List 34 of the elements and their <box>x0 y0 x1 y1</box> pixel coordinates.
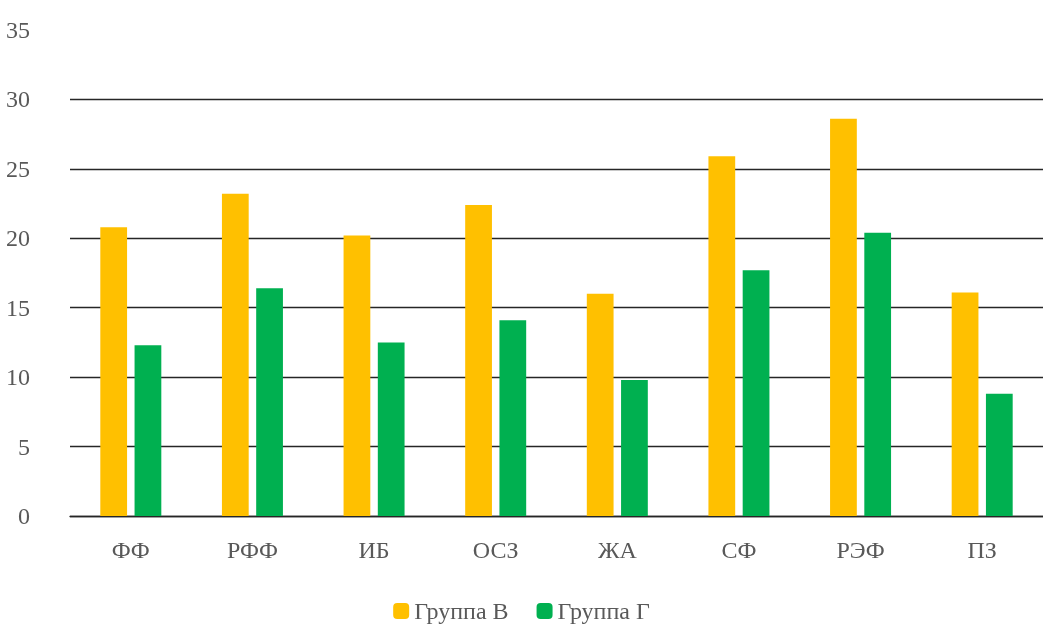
bar <box>742 270 770 516</box>
x-tick-label: РЭФ <box>836 537 885 563</box>
x-tick-label: ПЗ <box>967 537 997 563</box>
bar <box>465 204 492 516</box>
bar <box>343 235 371 516</box>
y-tick-label: 30 <box>6 86 30 113</box>
y-tick-label: 10 <box>6 364 30 391</box>
bar <box>830 118 857 516</box>
legend-label: Группа В <box>414 598 509 624</box>
y-tick-label: 15 <box>6 294 30 321</box>
bar <box>708 156 736 516</box>
x-tick-label: ОСЗ <box>472 537 519 563</box>
x-tick-label: ЖА <box>597 537 638 563</box>
bar <box>951 292 979 516</box>
bar <box>100 227 128 516</box>
y-tick-label: 35 <box>6 17 30 43</box>
bar <box>499 320 527 516</box>
legend-label: Группа Г <box>557 598 650 624</box>
bar <box>134 345 162 516</box>
bar <box>864 232 892 516</box>
y-tick-label: 20 <box>6 225 30 252</box>
y-tick-label: 0 <box>18 503 30 529</box>
x-tick-label: СФ <box>721 537 757 563</box>
bar <box>256 288 283 516</box>
bar <box>621 379 648 516</box>
y-tick-label: 25 <box>6 155 30 182</box>
x-tick-label: РФФ <box>227 537 278 563</box>
bar <box>985 393 1013 516</box>
bar <box>221 193 249 516</box>
x-tick-label: ИБ <box>358 537 390 563</box>
y-tick-label: 5 <box>18 433 30 460</box>
x-tick-label: ФФ <box>111 537 150 563</box>
bar <box>377 342 405 516</box>
bar <box>586 293 614 516</box>
